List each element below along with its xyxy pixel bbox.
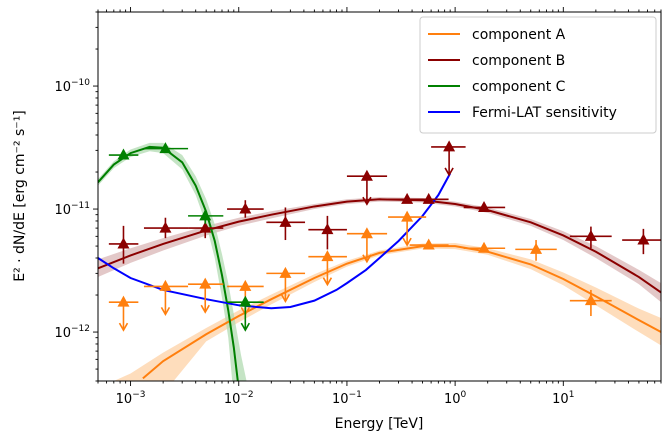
legend-label-component-a: component A (472, 27, 566, 43)
component-b-ul-arrowhead-6 (362, 196, 372, 206)
component-b-point-8 (409, 192, 449, 204)
component-b-point-5 (308, 215, 347, 250)
component-a-marker-8 (422, 238, 435, 250)
legend-box (419, 16, 657, 134)
component-a-point-10 (515, 240, 557, 261)
component-c-marker-0 (117, 148, 130, 160)
component-b-marker-5 (321, 223, 334, 235)
legend-label-component-b: component B (472, 53, 565, 69)
component-a-marker-2 (199, 277, 212, 289)
component-b-ul-arrowhead-9 (444, 167, 454, 177)
x-tick-label-3: 100 (444, 390, 467, 407)
component-b-marker-11 (584, 229, 597, 241)
component-a-ul-arrowhead-0 (118, 322, 129, 332)
component-a-ul-arrowhead-1 (160, 307, 171, 317)
component-c-point-2 (188, 209, 224, 224)
component-b-marker-0 (117, 237, 130, 249)
y-axis-title: E² · dN/dE [erg cm⁻² s⁻¹] (12, 110, 28, 282)
legend-entry-fermi-lat-sensitivity: Fermi-LAT sensitivity (428, 105, 617, 121)
component-b-point-4 (266, 207, 306, 241)
component-a-ul-arrowhead-6 (362, 254, 372, 264)
component-c-point-1 (143, 142, 189, 154)
component-b-band (98, 197, 661, 303)
component-b-point-11 (569, 226, 612, 249)
component-a-marker-5 (321, 250, 334, 262)
component-b-marker-4 (279, 215, 292, 227)
component-a-marker-7 (401, 210, 414, 222)
component-c-marker-3 (239, 295, 252, 307)
component-b-marker-7 (401, 192, 414, 204)
component-a-marker-9 (478, 241, 491, 253)
component-b-point-10 (463, 200, 506, 212)
component-b-point-1 (143, 217, 189, 239)
component-a-ul-arrowhead-7 (402, 237, 412, 247)
component-a-point-8 (409, 238, 449, 250)
component-b-point-0 (108, 225, 139, 264)
component-a-marker-1 (159, 279, 172, 291)
component-a-ul-arrowhead-2 (200, 304, 210, 314)
component-b-marker-2 (199, 221, 212, 233)
component-b-marker-12 (637, 233, 650, 245)
y-tick-label-2: 10−10 (54, 78, 90, 95)
component-b-marker-6 (360, 169, 373, 181)
component-a-point-2 (188, 277, 224, 314)
legend-entry-component-a: component A (428, 27, 566, 43)
component-b-point-12 (622, 228, 661, 255)
component-c-marker-2 (199, 209, 212, 221)
component-b-point-3 (227, 200, 264, 218)
component-c-point-0 (108, 148, 139, 160)
component-c-point-3 (227, 295, 264, 332)
y-tick-label-1: 10−11 (54, 201, 90, 218)
legend-label-fermi-lat-sensitivity: Fermi-LAT sensitivity (472, 105, 617, 121)
component-a-marker-6 (360, 227, 373, 239)
component-b-marker-1 (159, 221, 172, 233)
component-a-point-11 (569, 289, 612, 317)
component-a-point-7 (388, 210, 427, 247)
component-a-band (113, 242, 661, 381)
component-b-marker-3 (239, 202, 252, 214)
component-b-point-9 (431, 140, 466, 177)
component-a-point-0 (108, 295, 139, 332)
component-b-marker-10 (478, 200, 491, 212)
component-a-marker-10 (530, 242, 543, 254)
component-b-point-6 (346, 169, 388, 206)
legend-entry-component-c: component C (428, 79, 566, 95)
x-tick-label-4: 101 (552, 390, 574, 407)
x-tick-label-0: 10−3 (116, 390, 146, 407)
component-a-marker-4 (279, 266, 292, 278)
y-tick-label-0: 10−12 (54, 324, 90, 341)
component-a-marker-11 (584, 294, 597, 306)
component-b-marker-9 (443, 140, 456, 152)
component-a-point-5 (308, 250, 347, 287)
component-c-curve (98, 145, 239, 381)
component-b-marker-8 (422, 192, 435, 204)
component-a-point-6 (346, 227, 388, 264)
component-a-point-4 (266, 266, 306, 303)
component-a-ul-arrowhead-5 (322, 277, 333, 287)
component-b-curve (98, 198, 661, 294)
component-a-curve (142, 245, 661, 380)
component-a-ul-arrowhead-4 (280, 293, 291, 303)
component-a-point-1 (143, 279, 189, 317)
x-tick-label-1: 10−2 (224, 390, 254, 407)
component-a-marker-0 (117, 295, 130, 307)
component-c-ul-arrowhead-3 (240, 322, 251, 332)
legend-label-component-c: component C (472, 79, 566, 95)
component-c-marker-1 (159, 142, 172, 154)
legend-entry-component-b: component B (428, 53, 565, 69)
x-tick-label-2: 10−1 (332, 390, 362, 407)
component-a-point-9 (463, 241, 506, 253)
fermi-lat-sensitivity-curve (98, 172, 452, 310)
component-a-marker-3 (239, 279, 252, 291)
x-axis-title: Energy [TeV] (335, 416, 424, 432)
